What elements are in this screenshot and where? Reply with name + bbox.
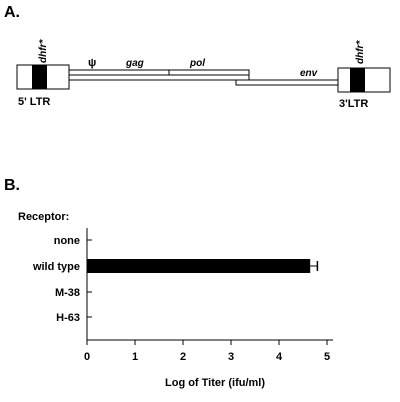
x-tick-label: 2 (180, 351, 186, 363)
x-axis-label: Log of Titer (ifu/ml) (165, 377, 265, 389)
panel-b-letter: B. (4, 177, 20, 194)
category-label: H-63 (56, 312, 80, 324)
category-label: none (54, 235, 80, 247)
ltr-right (337, 67, 391, 93)
category-label: M-38 (55, 287, 80, 299)
x-tick-label: 4 (276, 351, 283, 363)
ltr-left-gene-label: dhfr* (38, 39, 49, 63)
receptor-label: Receptor: (18, 211, 69, 223)
ltr-right-label: 3'LTR (339, 98, 368, 110)
x-tick-label: 0 (84, 351, 90, 363)
pol-label: pol (189, 58, 205, 69)
x-tick-label: 5 (324, 351, 330, 363)
x-tick-label: 3 (228, 351, 234, 363)
ltr-left-label: 5' LTR (18, 96, 50, 108)
ltr-left (16, 64, 70, 90)
bar-chart: none wild type M-38 H-63 0 1 2 3 4 5 (32, 228, 333, 363)
gag-label: gag (125, 58, 144, 69)
psi-label: ψ (88, 57, 96, 69)
genome-bars (68, 69, 339, 86)
panel-a-letter: A. (4, 4, 20, 21)
bar-wild-type (87, 259, 311, 273)
x-tick-label: 1 (132, 351, 138, 363)
env-label: env (300, 68, 319, 79)
ltr-right-gene-label: dhfr* (355, 40, 366, 64)
category-label: wild type (32, 261, 80, 273)
